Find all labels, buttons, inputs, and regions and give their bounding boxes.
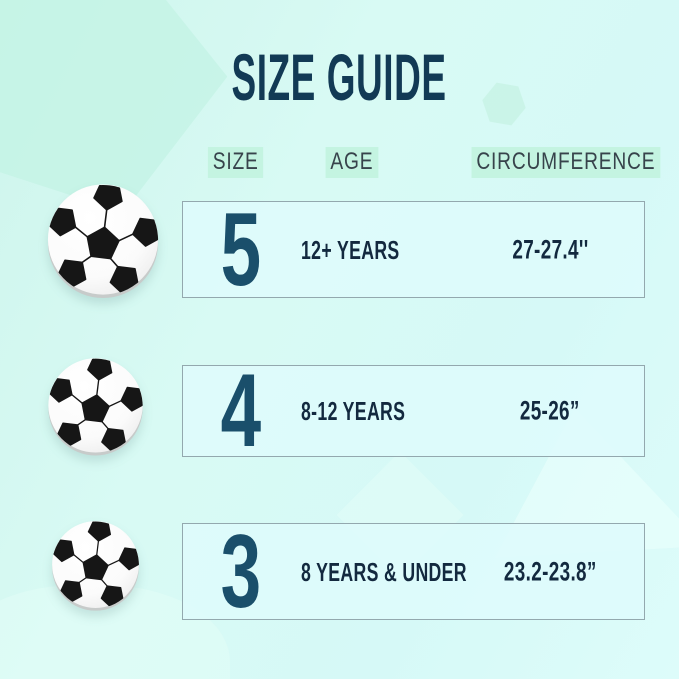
page-title: SIZE GUIDE — [231, 40, 448, 114]
size-number: 3 — [220, 513, 262, 630]
soccer-ball-icon-size-5 — [44, 183, 162, 301]
soccer-ball-icon-size-3 — [49, 520, 142, 613]
size-number: 4 — [220, 353, 262, 469]
circumference-range: 25-26” — [520, 395, 580, 426]
circumference-range: 27-27.4'' — [511, 234, 589, 264]
age-range: 8 YEARS & UNDER — [301, 556, 467, 587]
table-row-size-4: 4 8-12 YEARS 25-26” — [182, 359, 645, 463]
table-row-size-3: 3 8 YEARS & UNDER 23.2-23.8” — [182, 520, 645, 624]
column-header-size: SIZE — [186, 147, 286, 178]
age-range: 8-12 YEARS — [301, 396, 406, 426]
circumference-range: 23.2-23.8” — [503, 556, 597, 586]
size-number: 5 — [220, 191, 262, 308]
column-header-circumference: CIRCUMFERENCE — [448, 147, 661, 178]
soccer-ball-icon-size-4 — [45, 357, 146, 458]
age-range: 12+ YEARS — [301, 234, 400, 265]
column-header-age: AGE — [310, 147, 394, 178]
table-row-size-5: 5 12+ YEARS 27-27.4'' — [182, 198, 645, 302]
